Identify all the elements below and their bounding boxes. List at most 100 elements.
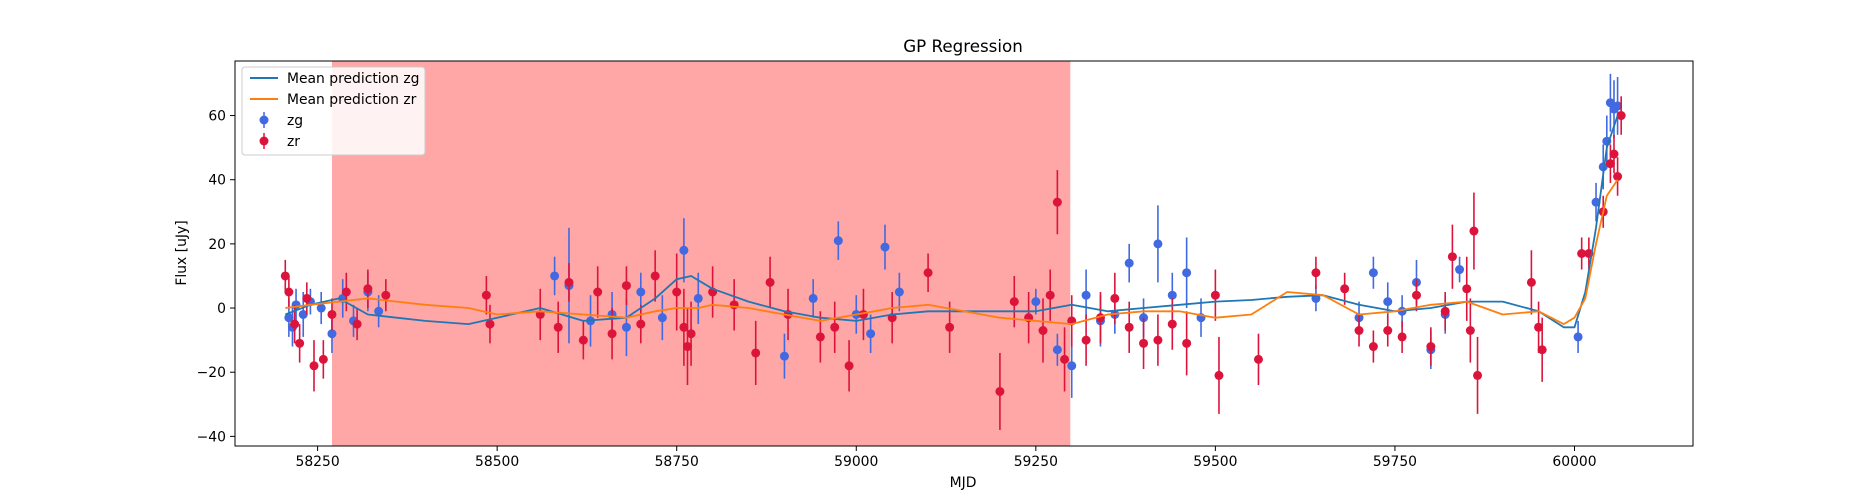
data-point-zr (1139, 338, 1149, 348)
axes: 58250 58500 58750 59000 59250 59500 59750 60000… (197, 60, 1694, 470)
data-point-zr (1009, 297, 1019, 307)
data-point-zr (621, 281, 631, 291)
y-tick-label: 0 (217, 301, 226, 317)
data-point-zr (607, 329, 617, 339)
data-point-zg (833, 236, 843, 246)
data-point-zr (1311, 268, 1321, 278)
data-point-zr (481, 290, 491, 300)
data-point-zr (1052, 197, 1062, 207)
data-point-zr (1253, 354, 1263, 364)
legend-swatch-zg-marker (259, 115, 269, 125)
data-point-zr (327, 309, 337, 319)
data-point-zr (318, 354, 328, 364)
data-point-zr (485, 319, 495, 329)
legend-swatch-zr-marker (259, 136, 269, 146)
series-line-Mean prediction zg (284, 115, 1619, 329)
data-point-zg (1182, 268, 1192, 278)
data-point-zg (1153, 239, 1163, 249)
x-tick-label: 59750 (1373, 454, 1417, 470)
data-point-zr (1167, 319, 1177, 329)
data-point-zr (765, 277, 775, 287)
legend-box (241, 66, 426, 156)
data-point-zg (374, 306, 384, 316)
data-point-zr (363, 284, 373, 294)
data-point-zg (880, 242, 890, 252)
data-point-zg (1067, 361, 1077, 371)
data-point-zr (636, 319, 646, 329)
y-tick-label: 40 (208, 173, 226, 189)
data-point-zr (844, 361, 854, 371)
data-point-zr (1469, 226, 1479, 236)
data-point-zr (1616, 111, 1626, 121)
data-point-zr (650, 271, 660, 281)
data-point-zg (693, 293, 703, 303)
data-point-zg (550, 271, 560, 281)
data-point-zr (1383, 326, 1393, 335)
data-point-zr (1214, 370, 1224, 380)
data-point-zr (1609, 149, 1619, 159)
data-point-zr (1124, 322, 1134, 332)
x-axis-title: MJD (950, 475, 977, 491)
data-point-zg (291, 300, 301, 310)
legend: Mean prediction zg Mean prediction zr zg… (241, 66, 426, 156)
data-point-zr (1340, 284, 1350, 294)
data-point-zg (298, 309, 308, 319)
data-point-zr (593, 287, 603, 297)
data-point-zr (284, 287, 294, 297)
data-point-zr (1426, 342, 1436, 352)
data-point-zg (636, 287, 646, 297)
data-point-zg (1368, 268, 1378, 278)
data-point-zg (316, 303, 326, 313)
data-point-zr (1526, 277, 1536, 287)
data-point-zr (923, 268, 933, 278)
data-point-zr (553, 322, 563, 332)
data-point-zr (751, 348, 761, 358)
data-point-zg (866, 329, 876, 339)
data-point-zr (1462, 284, 1472, 294)
data-point-zr (1534, 322, 1544, 332)
x-tick-label: 59250 (1014, 454, 1058, 470)
series-line-Mean prediction zr (285, 179, 1619, 326)
data-point-zg (1052, 345, 1062, 355)
data-point-zr (995, 386, 1005, 396)
legend-label-zg: zg (287, 113, 303, 129)
x-tick-label: 58500 (475, 454, 519, 470)
legend-label-zr-line: Mean prediction zr (287, 92, 417, 108)
data-point-zg (327, 329, 337, 339)
shaded-region (331, 61, 1071, 446)
data-point-zg (284, 313, 294, 323)
data-point-zg (1455, 265, 1465, 275)
x-tick-label: 60000 (1552, 454, 1596, 470)
data-point-zg (1383, 297, 1393, 307)
y-tick-label: 60 (208, 109, 226, 125)
data-point-zr (672, 287, 682, 297)
data-point-zr (679, 322, 689, 332)
data-point-zg (1124, 258, 1134, 268)
data-point-zr (280, 271, 290, 281)
data-point-zg (621, 322, 631, 332)
data-point-zr (1182, 338, 1192, 348)
data-point-zg (1081, 290, 1091, 300)
data-point-zr (1153, 335, 1163, 345)
data-point-zg (1573, 332, 1583, 342)
data-point-zg (1613, 101, 1623, 111)
y-tick-label: 20 (208, 237, 226, 253)
data-point-zr (1110, 293, 1120, 303)
data-point-zr (564, 277, 574, 287)
data-point-zr (682, 342, 692, 352)
data-point-zr (1465, 326, 1475, 335)
data-point-zr (1038, 326, 1048, 335)
data-point-zr (309, 361, 319, 371)
data-point-zr (295, 338, 305, 348)
data-point-zr (578, 335, 588, 345)
data-point-zr (686, 329, 696, 339)
data-point-zr (1537, 345, 1547, 355)
data-point-zg (679, 245, 689, 255)
data-point-zr (302, 293, 312, 303)
legend-label-zg-line: Mean prediction zg (287, 71, 419, 87)
data-point-zr (1613, 172, 1623, 181)
axes-frame (234, 60, 1694, 447)
data-point-zr (1368, 342, 1378, 352)
y-tick-label: −40 (197, 429, 226, 445)
data-point-zr (830, 322, 840, 332)
